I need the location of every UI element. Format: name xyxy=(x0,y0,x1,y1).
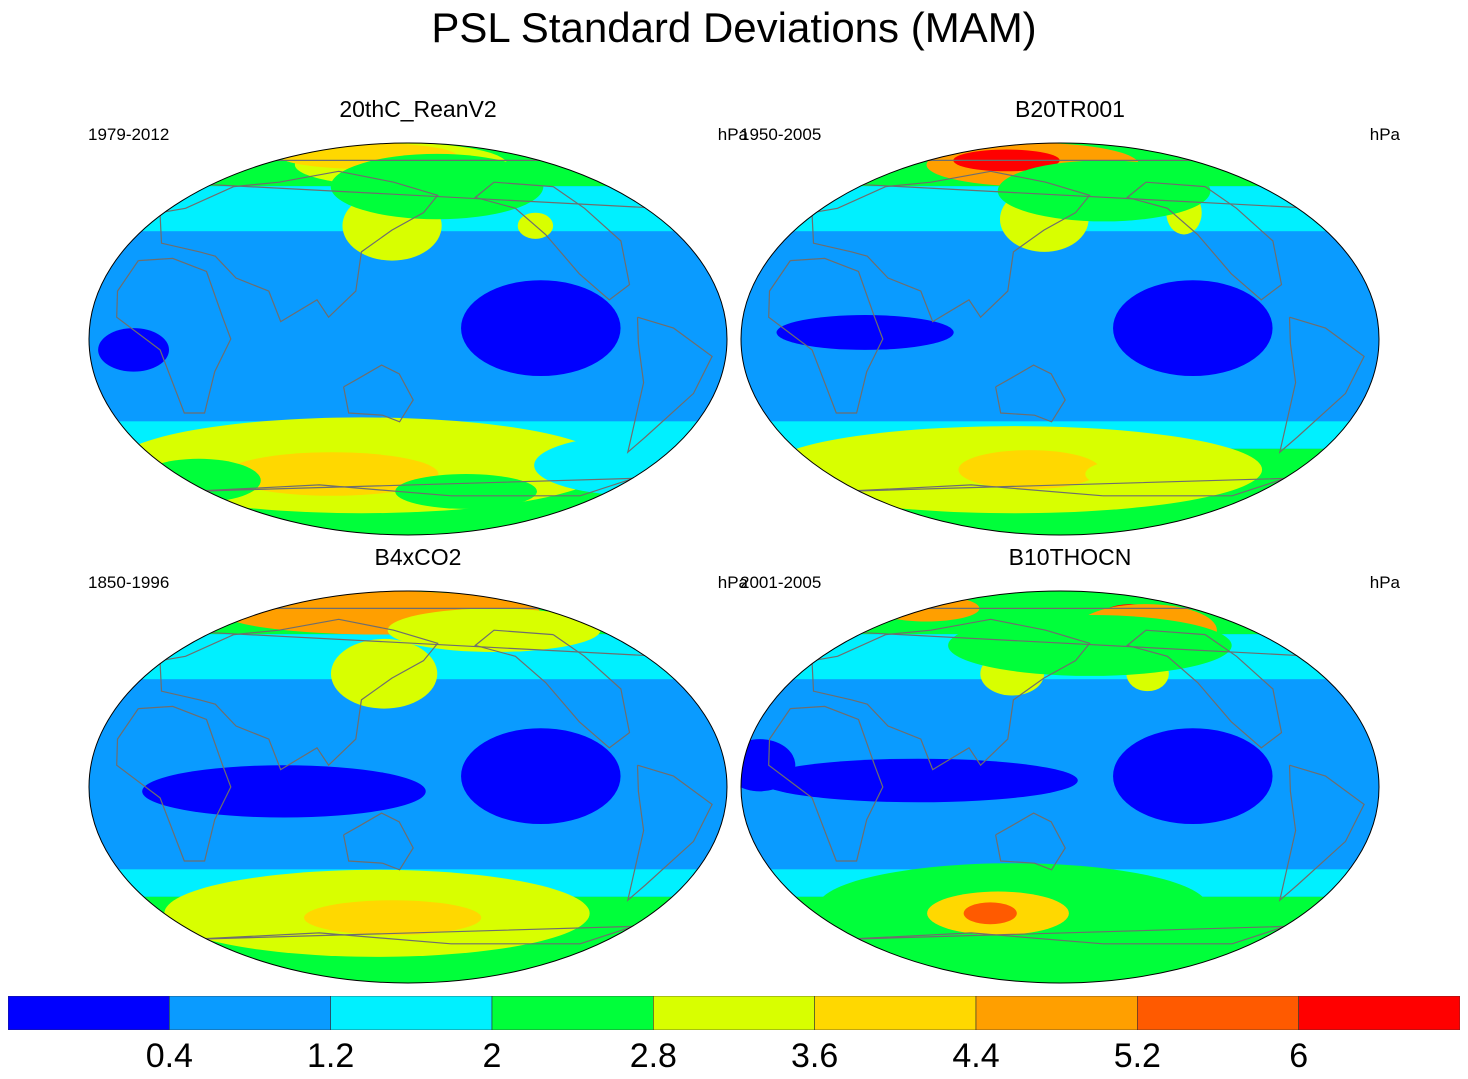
map-contour-3 xyxy=(461,280,621,377)
colorbar-label-1: 1.2 xyxy=(307,1037,355,1075)
coastline-4 xyxy=(995,812,1066,871)
colorbar-swatch-3 xyxy=(491,996,654,1030)
colorbar-swatches xyxy=(8,996,1460,1030)
panel-b4xco2: B4xCO2 1850-1996 hPa xyxy=(88,544,748,984)
coastline-1 xyxy=(626,764,713,902)
map-contour-11 xyxy=(330,153,544,220)
map-contour-2 xyxy=(963,902,1017,925)
coastline-1 xyxy=(1278,764,1365,902)
map-plot xyxy=(88,590,728,984)
map-contour-1 xyxy=(225,452,439,496)
colorbar-label-7: 6 xyxy=(1289,1037,1309,1075)
chart-title: PSL Standard Deviations (MAM) xyxy=(431,4,1037,51)
map-plot xyxy=(740,142,1380,536)
colorbar-swatch-4 xyxy=(653,996,815,1030)
map-contour-2 xyxy=(1085,460,1157,488)
panel-period: 1950-2005 xyxy=(740,125,822,144)
panel-b20tr001: B20TR001 1950-2005 hPa xyxy=(740,96,1400,536)
map-border xyxy=(88,590,728,984)
colorbar-label-0: 0.4 xyxy=(145,1037,193,1075)
coastline-2 xyxy=(768,257,884,414)
map-contour-9 xyxy=(997,160,1211,222)
panel-period: 1979-2012 xyxy=(88,125,170,144)
colorbar-swatch-1 xyxy=(169,996,331,1030)
map-border xyxy=(740,590,1380,984)
coastline-6 xyxy=(842,925,1286,945)
panel-units: hPa xyxy=(1369,573,1400,592)
colorbar-swatch-7 xyxy=(1137,996,1299,1030)
panel-b10thocn: B10THOCN 2001-2005 hPa xyxy=(740,544,1400,984)
colorbar-swatch-2 xyxy=(330,996,493,1030)
map-contour-4 xyxy=(758,758,1078,803)
coastline-2 xyxy=(116,705,232,862)
colorbar-label-6: 5.2 xyxy=(1113,1037,1161,1075)
colorbar-swatch-0 xyxy=(8,996,170,1030)
map-contour-3 xyxy=(1113,728,1273,825)
coastline-1 xyxy=(1278,316,1365,454)
coastline-6 xyxy=(190,477,634,497)
map-contour-4 xyxy=(776,315,954,350)
coastline-3 xyxy=(811,170,1091,323)
map-contour-4 xyxy=(98,328,170,372)
coastline-2 xyxy=(116,257,232,414)
map-border xyxy=(740,142,1380,536)
coastline-6 xyxy=(190,925,634,945)
panel-title: B10THOCN xyxy=(1008,544,1132,570)
panel-units: hPa xyxy=(1369,125,1400,144)
map-contour-2 xyxy=(461,728,621,825)
colorbar-swatch-8 xyxy=(1298,996,1460,1030)
map-contour-3 xyxy=(1113,280,1273,377)
map-contour-3 xyxy=(142,765,426,818)
map-contour-6 xyxy=(136,458,261,503)
map-contour-11 xyxy=(948,614,1232,676)
map-border xyxy=(88,142,728,536)
coastline-3 xyxy=(811,618,1091,771)
panel-period: 2001-2005 xyxy=(740,573,822,592)
map-contour-2 xyxy=(395,474,537,509)
panel-period: 1850-1996 xyxy=(88,573,170,592)
coastline-6 xyxy=(842,477,1286,497)
coastline-3 xyxy=(159,170,439,323)
colorbar-swatch-5 xyxy=(814,996,977,1030)
map-plot xyxy=(740,590,1380,984)
coastline-4 xyxy=(343,812,414,871)
colorbar-swatch-6 xyxy=(975,996,1138,1030)
panel-units: hPa xyxy=(717,125,748,144)
panel-title: 20thC_ReanV2 xyxy=(339,96,497,122)
coastline-0 xyxy=(1126,181,1283,301)
coastline-0 xyxy=(1126,629,1283,749)
panel-title: B20TR001 xyxy=(1015,96,1125,122)
coastline-3 xyxy=(159,618,439,771)
coastline-1 xyxy=(626,316,713,454)
panel-units: hPa xyxy=(717,573,748,592)
map-contour-1 xyxy=(304,900,482,936)
coastline-2 xyxy=(768,705,884,862)
coastline-0 xyxy=(474,629,631,749)
map-plot xyxy=(88,142,728,536)
coastline-0 xyxy=(474,181,631,301)
colorbar-label-5: 4.4 xyxy=(952,1037,1000,1075)
colorbar-label-4: 3.6 xyxy=(791,1037,839,1075)
colorbar-label-3: 2.8 xyxy=(629,1037,677,1075)
panel-title: B4xCO2 xyxy=(374,544,462,570)
coastline-4 xyxy=(343,364,414,423)
coastline-4 xyxy=(995,364,1066,423)
map-contour-1 xyxy=(958,450,1101,490)
colorbar xyxy=(8,996,1460,1030)
map-contour-7 xyxy=(330,638,438,709)
colorbar-label-2: 2 xyxy=(482,1037,502,1075)
panel-20thc-reanv2: 20thC_ReanV2 1979-2012 hPa xyxy=(88,96,748,536)
